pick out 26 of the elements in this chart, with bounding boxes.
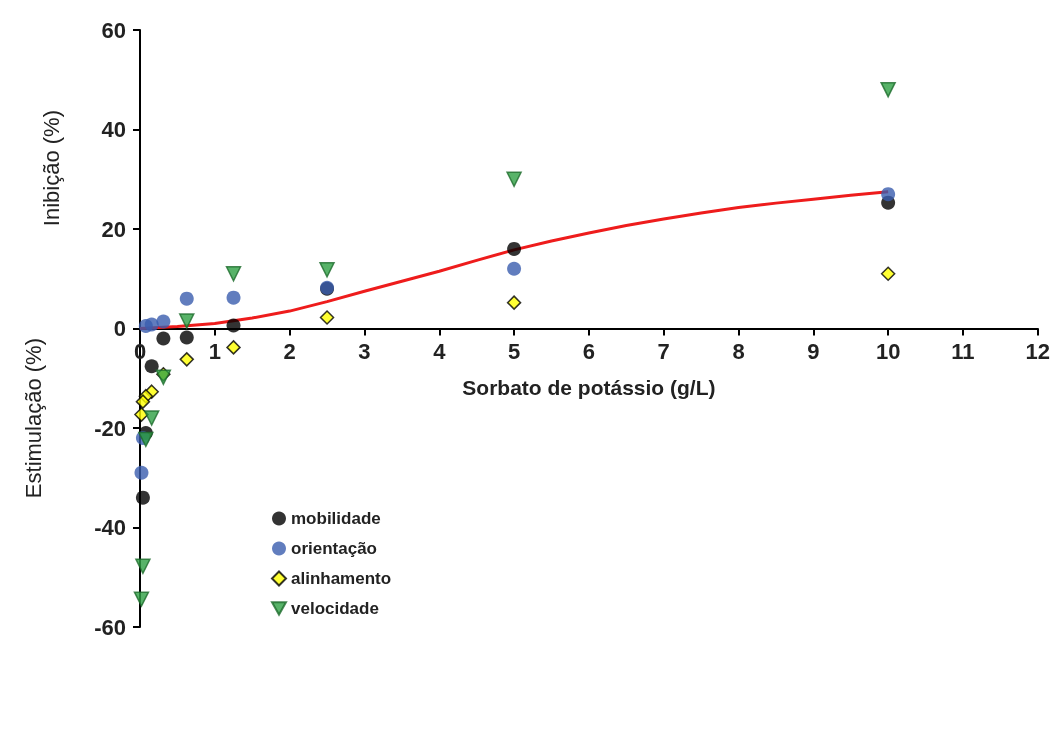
- legend-label: orientação: [291, 539, 377, 558]
- text: Estimulação (%): [20, 338, 46, 499]
- x-tick-label: 12: [1025, 339, 1051, 364]
- legend-label: alinhamento: [291, 569, 392, 588]
- x-tick-label: 6: [582, 339, 596, 364]
- y-tick-label: 20: [101, 216, 126, 242]
- x-tick-label: 4: [433, 339, 447, 364]
- x-axis-title: Sorbato de potássio (g/L): [462, 375, 716, 399]
- y-tick-label: 60: [101, 17, 126, 43]
- x-tick-label: 1: [208, 339, 221, 364]
- x-tick-label: 9: [807, 339, 820, 364]
- y-tick-label: 40: [101, 117, 126, 142]
- x-tick-label: 7: [657, 339, 670, 364]
- legend-label: velocidade: [291, 599, 379, 618]
- y-tick-label: -20: [94, 415, 126, 441]
- x-tick-label: 8: [732, 339, 745, 364]
- y-axis-title: Inibição (%): [38, 110, 64, 227]
- x-tick-label: 10: [875, 339, 901, 364]
- x-tick-label: 3: [358, 339, 371, 364]
- y-tick-label: -60: [94, 614, 126, 640]
- x-tick-label: 5: [507, 339, 521, 364]
- y-tick-label: 0: [113, 316, 126, 341]
- x-tick-label: 11: [951, 339, 975, 364]
- x-tick-label: 2: [283, 339, 296, 364]
- legend-label: mobilidade: [291, 509, 381, 528]
- y-tick-label: -40: [94, 515, 126, 540]
